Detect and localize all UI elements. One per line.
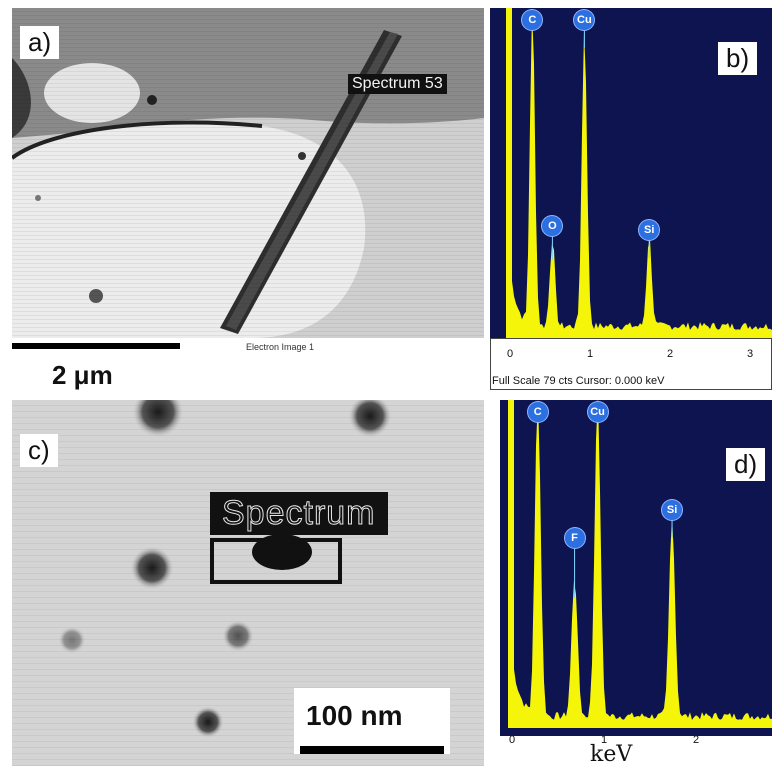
peak-label-si: Si — [662, 500, 683, 520]
scale-bar-a — [12, 343, 180, 349]
eds-d-tick-label: 1 — [601, 734, 608, 746]
scale-bar-text-a: 2 μm — [52, 360, 113, 390]
spectrum-label-c: Spectrum — [210, 492, 388, 535]
eds-zero-peak — [506, 8, 512, 338]
eds-footer-b: Full Scale 79 cts Cursor: 0.000 keV — [492, 375, 665, 387]
spectrum-label-a: Spectrum 53 — [348, 74, 447, 94]
axis-b — [490, 338, 772, 390]
eds-b-tick-label: 3 — [747, 348, 754, 360]
scale-bar-text-c: 100 nm — [306, 700, 403, 731]
panel-a-label: a) — [20, 26, 60, 59]
peak-label-cu: Cu — [574, 10, 595, 30]
panel-b-label: b) — [718, 42, 758, 75]
eds-d-tick-label: 0 — [509, 734, 516, 746]
x-label-d: keV — [590, 742, 633, 767]
peak-label-cu: Cu — [587, 402, 608, 422]
eds-spectrum-area — [510, 9, 772, 338]
panel-d-label: d) — [726, 448, 766, 481]
eds-chart-b — [506, 8, 772, 338]
scale-bar-box-c — [294, 688, 450, 754]
scale-bar-c — [300, 746, 444, 754]
panel-c-electron-image: c) Spectrum 100 nm — [12, 400, 484, 766]
panel-a-electron-image: a) Spectrum 53 — [12, 8, 484, 338]
eds-zero-peak — [508, 400, 514, 728]
peak-label-c: C — [527, 402, 548, 422]
peak-label-f: F — [564, 528, 585, 548]
peak-label-o: O — [542, 216, 563, 236]
eds-b-tick-label: 0 — [507, 348, 514, 360]
electron-image-a — [12, 8, 484, 338]
panel-b-eds-spectrum: b) 0 1 2 3 Full Scale 79 cts Cursor: 0.000 … — [490, 8, 772, 390]
panel-c-label: c) — [20, 434, 58, 467]
panel-d-eds-spectrum: d) 0 1 2 keV C F Cu Si — [500, 400, 772, 769]
peak-label-si: Si — [639, 220, 660, 240]
eds-d-tick-label: 2 — [693, 734, 700, 746]
eds-spectrum-area — [512, 400, 772, 728]
peak-label-c: C — [522, 10, 543, 30]
electron-image-caption: Electron Image 1 — [246, 342, 315, 352]
eds-b-tick-label: 1 — [587, 348, 594, 360]
eds-b-tick-label: 2 — [667, 348, 674, 360]
